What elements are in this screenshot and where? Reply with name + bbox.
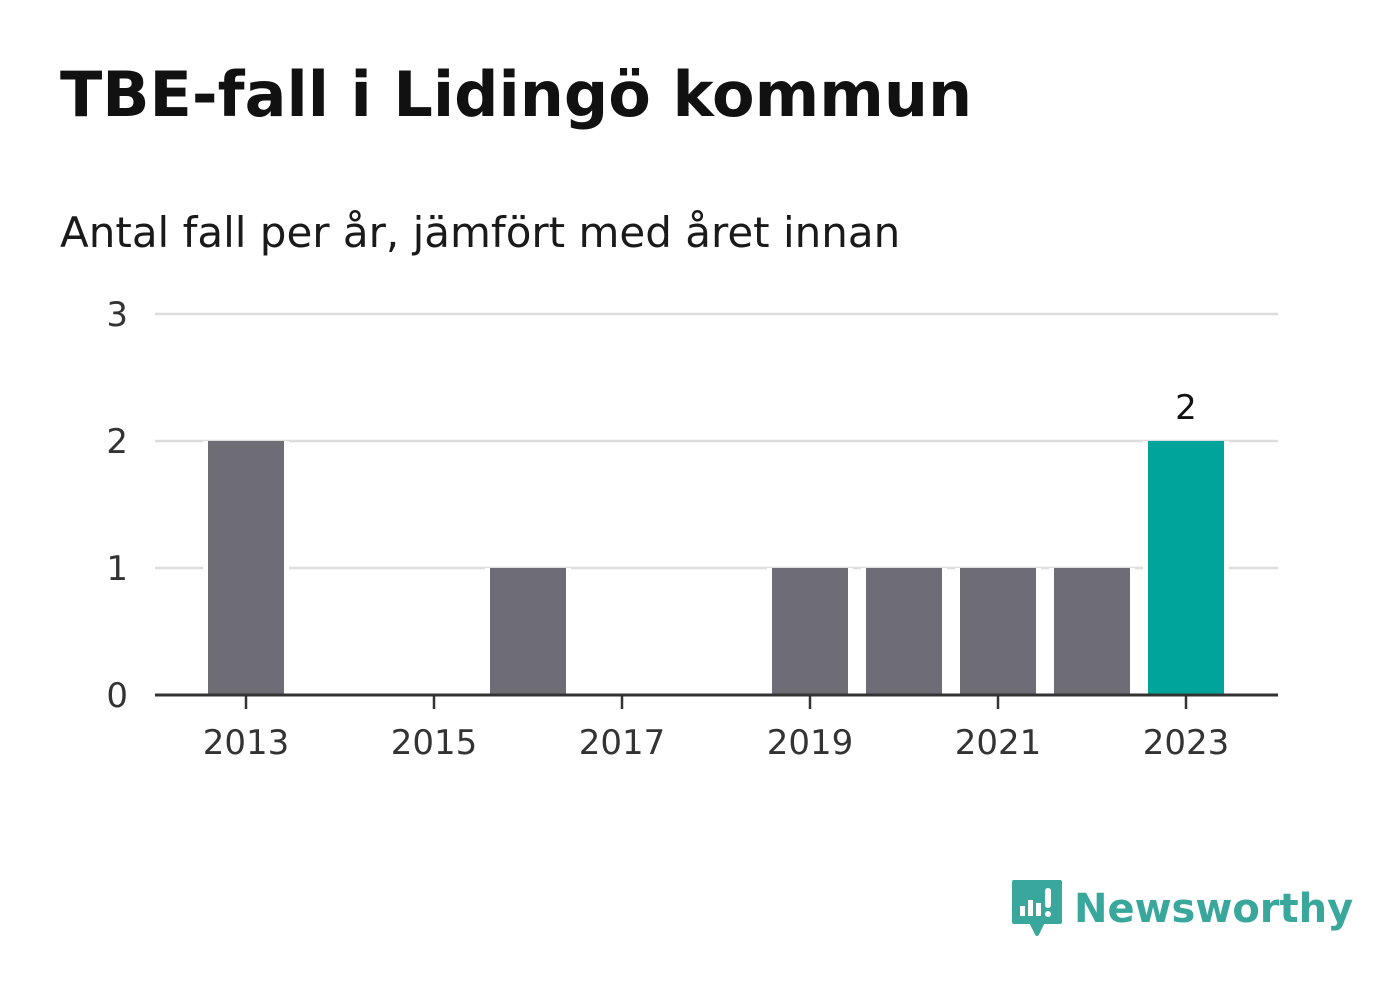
newsworthy-logo-icon [1012,880,1062,936]
label-layer: 2 [1175,388,1197,428]
x-tick-label: 2023 [1143,723,1230,763]
x-tick-label: 2017 [579,723,666,763]
bar [1054,568,1130,695]
grid-layer [155,312,1278,570]
x-tick-label: 2019 [767,723,854,763]
bar [490,568,566,695]
chart-title: TBE-fall i Lidingö kommun [60,58,973,131]
y-tick-label: 3 [106,295,128,335]
y-tick-label: 2 [106,422,128,462]
x-tick-label: 2013 [203,723,290,763]
y-tick-label: 1 [106,549,128,589]
data-label: 2 [1175,388,1197,428]
bar [772,568,848,695]
brand-name: Newsworthy [1074,886,1354,932]
bar-highlight [1148,441,1224,695]
y-tick-label: 0 [106,676,128,716]
bar [960,568,1036,695]
axis-layer: 0 1 2 3 2013 2015 2017 2019 2021 2023 [106,295,1278,763]
bar [866,568,942,695]
x-tick-label: 2015 [391,723,478,763]
newsworthy-logo: Newsworthy [1010,878,1353,940]
chart-subtitle: Antal fall per år, jämfört med året inna… [60,208,901,257]
bar-layer [203,441,1229,695]
x-tick-label: 2021 [955,723,1042,763]
bar [208,441,284,695]
